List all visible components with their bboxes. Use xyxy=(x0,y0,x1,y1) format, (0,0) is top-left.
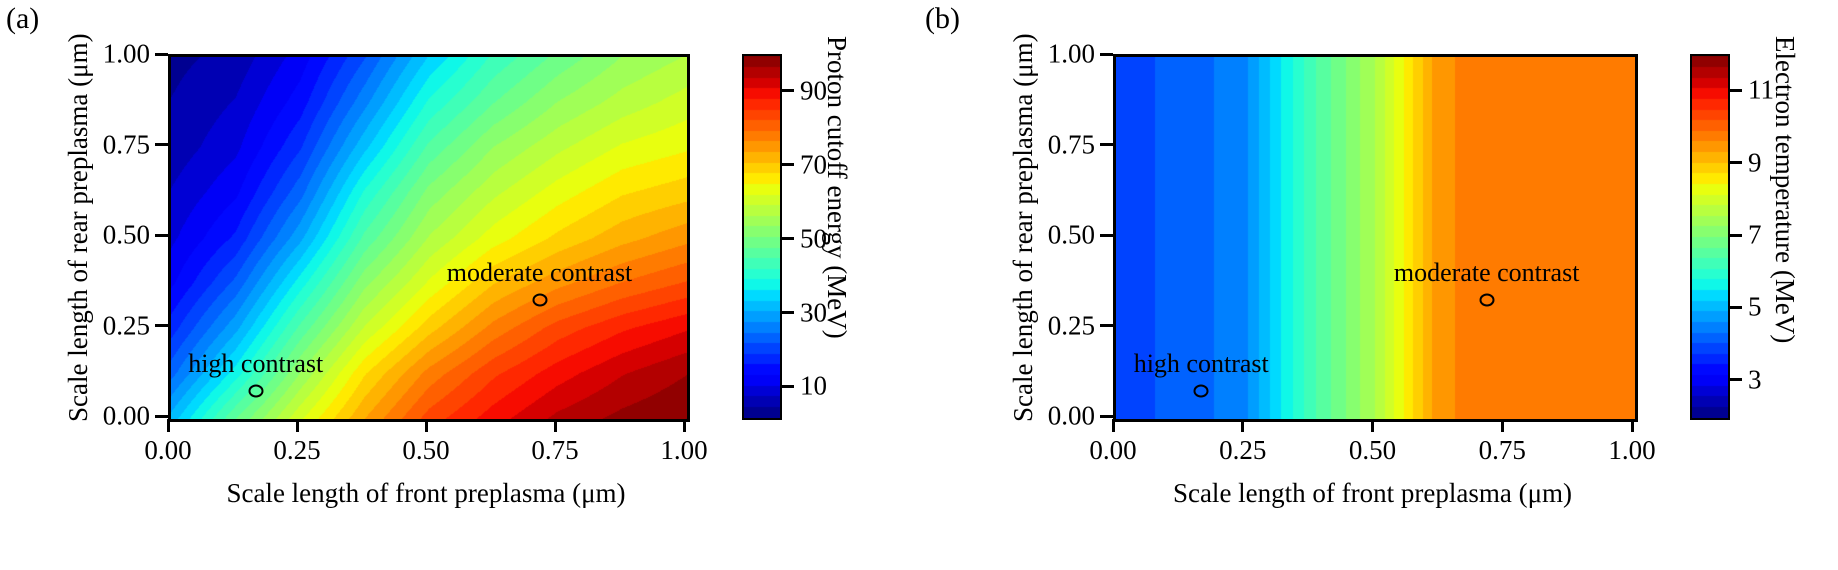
panel-b-x-tick-label: 0.00 xyxy=(1089,435,1137,465)
panel-a-x-tickmark xyxy=(295,419,299,432)
panel-a-x-tick-label: 0.25 xyxy=(273,435,321,465)
panel-b-y-tickmark xyxy=(1100,143,1113,146)
panel-b-letter: (b) xyxy=(925,2,960,35)
panel-a-y-tickmark xyxy=(155,414,168,418)
panel-a-colorbar-tick-label: 30 xyxy=(800,297,827,328)
panel-b-y-tick-label: 1.00 xyxy=(1047,38,1095,69)
panel-a-colorbar-tick-label: 10 xyxy=(800,370,827,401)
panel-b-y-tickmark xyxy=(1100,233,1113,237)
panel-a-x-tick-label: 1.00 xyxy=(660,435,708,465)
annotation-label: moderate contrast xyxy=(446,258,633,288)
panel-b-colorbar-tick-label: 7 xyxy=(1748,219,1762,250)
panel-a-y-tickmark xyxy=(155,233,168,237)
panel-a-y-axis-label: Scale length of rear preplasma (μm) xyxy=(63,33,93,422)
annotation-marker xyxy=(248,384,264,398)
panel-a-y-tick-label: 0.00 xyxy=(102,400,150,431)
panel-b-colorbar-tick-label: 9 xyxy=(1748,147,1762,178)
panel-a-x-axis-label: Scale length of front preplasma (μm) xyxy=(226,478,626,508)
panel-b-x-tick-label: 1.00 xyxy=(1608,435,1656,465)
panel-a-y-tick-label: 0.25 xyxy=(102,310,150,340)
panel-b: (b) Electron temperature (MeV) 0.00 0.25 0… xyxy=(919,0,1838,570)
panel-a-y-tick-label: 1.00 xyxy=(102,38,150,69)
panel-a-y-tickmark xyxy=(155,324,168,327)
panel-b-x-tickmark xyxy=(1241,419,1245,432)
panel-b-colorbar-tick-label: 3 xyxy=(1748,364,1762,395)
panel-a-plot-area xyxy=(168,54,690,422)
panel-a-x-tickmark xyxy=(166,419,170,432)
panel-b-colorbar-tickmark xyxy=(1729,305,1742,309)
annotation-label: high contrast xyxy=(188,348,324,378)
panel-b-x-tick-label: 0.75 xyxy=(1478,435,1526,465)
panel-b-x-tickmark xyxy=(1630,419,1634,432)
panel-a-colorbar-tickmark xyxy=(781,237,794,241)
panel-a-colorbar-tickmark xyxy=(781,384,794,388)
panel-a-colorbar-tickmark xyxy=(781,163,794,167)
panel-b-colorbar-tickmark xyxy=(1729,233,1742,237)
panel-b-heatmap xyxy=(1116,57,1635,419)
panel-b-colorbar xyxy=(1690,54,1730,420)
panel-b-x-tickmark xyxy=(1371,419,1374,432)
panel-a-y-tick-label: 0.75 xyxy=(102,129,150,159)
panel-a-x-tick-label: 0.00 xyxy=(144,435,192,465)
panel-b-y-tickmark xyxy=(1100,324,1113,327)
panel-a-letter: (a) xyxy=(6,2,40,35)
annotation-marker xyxy=(1479,293,1495,307)
panel-a-colorbar-tick-label: 50 xyxy=(800,223,827,254)
panel-a-colorbar-tickmark xyxy=(781,311,794,315)
panel-a-heatmap xyxy=(171,57,687,419)
panel-a-x-tick-label: 0.50 xyxy=(402,435,450,465)
annotation-marker xyxy=(532,293,548,307)
panel-a-x-tickmark xyxy=(682,419,686,432)
panel-b-x-tick-label: 0.25 xyxy=(1219,435,1267,465)
annotation-label: moderate contrast xyxy=(1393,258,1580,288)
panel-b-y-tick-label: 0.75 xyxy=(1047,129,1095,159)
panel-b-y-axis-label: Scale length of rear preplasma (μm) xyxy=(1008,33,1038,422)
panel-b-x-tickmark xyxy=(1111,419,1115,432)
annotation-marker xyxy=(1193,384,1209,398)
panel-b-y-tick-label: 0.00 xyxy=(1047,400,1095,431)
panel-a-y-tick-label: 0.50 xyxy=(102,219,150,250)
panel-b-plot-area xyxy=(1113,54,1638,422)
annotation-label: high contrast xyxy=(1133,348,1269,378)
panel-b-y-tickmark xyxy=(1100,52,1113,56)
panel-b-colorbar-tick-label: 11 xyxy=(1748,74,1774,105)
panel-b-x-tickmark xyxy=(1500,419,1504,432)
panel-a-colorbar-tickmark xyxy=(781,89,794,93)
panel-a-x-tick-label: 0.75 xyxy=(531,435,579,465)
panel-a-y-tickmark xyxy=(155,52,168,56)
panel-a-x-tickmark xyxy=(424,419,428,432)
panel-b-y-tick-label: 0.25 xyxy=(1047,310,1095,340)
panel-a-colorbar-tick-label: 70 xyxy=(800,149,827,180)
panel-b-y-tickmark xyxy=(1100,414,1113,418)
panel-b-x-axis-label: Scale length of front preplasma (μm) xyxy=(1172,478,1573,508)
panel-b-colorbar-tickmark xyxy=(1729,88,1742,92)
panel-a: (a) Proton cutoff energy (MeV) 0.00 0.25 0… xyxy=(6,2,852,509)
panel-a-y-tickmark xyxy=(155,143,168,146)
panel-a-colorbar xyxy=(742,54,782,420)
panel-b-y-tick-label: 0.50 xyxy=(1047,219,1095,250)
panel-b-colorbar-tick-label: 5 xyxy=(1748,291,1762,322)
panel-a-x-tickmark xyxy=(553,419,557,432)
panel-b-x-tick-label: 0.50 xyxy=(1348,435,1397,465)
panel-a-colorbar-tick-label: 90 xyxy=(800,75,827,106)
panel-b-colorbar-tickmark xyxy=(1729,378,1742,382)
panel-b-colorbar-tickmark xyxy=(1729,161,1742,165)
